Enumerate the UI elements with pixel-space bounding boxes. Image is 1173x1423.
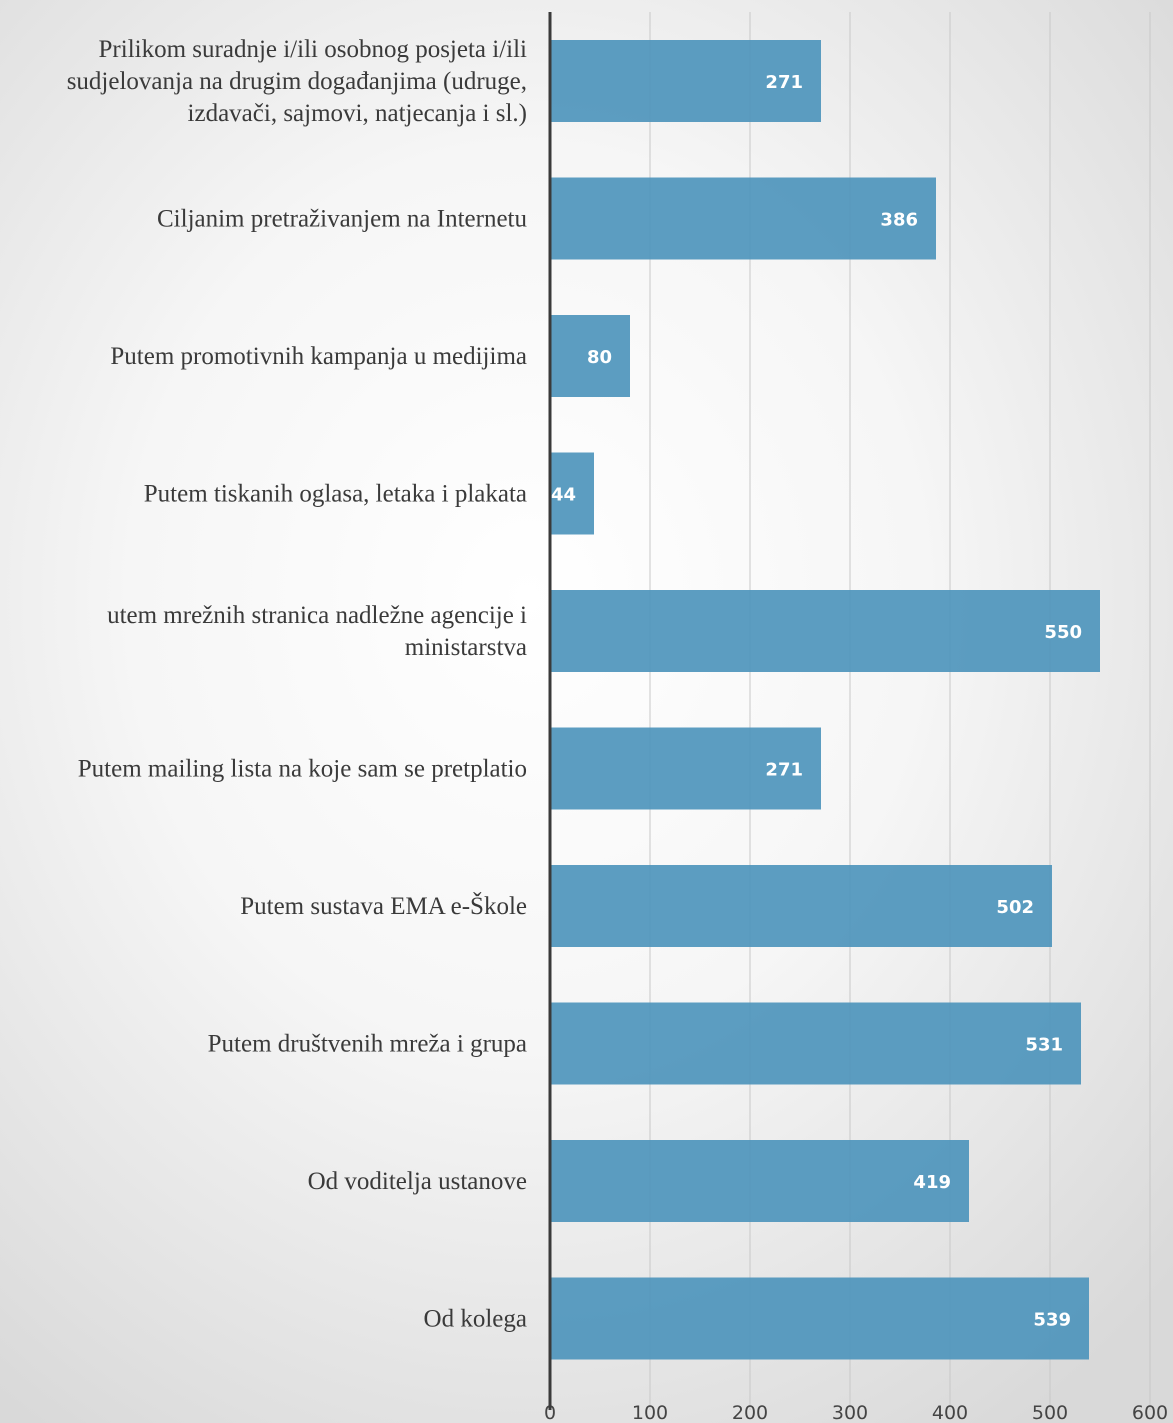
category-label-line: ministarstva xyxy=(405,634,527,661)
data-label: 271 xyxy=(765,760,803,781)
x-axis-tick-labels: 0 100 200 300 400 500 600 xyxy=(544,1402,1168,1423)
data-label: 80 xyxy=(587,347,612,368)
bar xyxy=(550,590,1100,672)
category-label: Ciljanim pretraživanjem na Internetu xyxy=(157,206,527,233)
bar xyxy=(550,315,630,397)
category-label: Od kolega xyxy=(424,1306,527,1333)
data-label: 386 xyxy=(880,210,918,231)
category-label: Putem sustava EMA e-Škole xyxy=(240,891,527,920)
bar xyxy=(550,177,936,260)
category-label-line: sudjelovanja na drugim događanjima (udru… xyxy=(67,68,527,95)
bar xyxy=(550,40,821,122)
bar xyxy=(550,727,821,810)
bar xyxy=(550,452,594,535)
category-label-line: utem mrežnih stranica nadležne agencije … xyxy=(107,602,527,629)
x-tick-label: 100 xyxy=(632,1402,668,1423)
category-label-line: Putem sustava EMA e-Škole xyxy=(240,891,527,920)
data-label: 531 xyxy=(1025,1035,1063,1056)
data-label: 271 xyxy=(765,72,803,93)
data-label: 550 xyxy=(1044,622,1082,643)
x-tick-label: 200 xyxy=(732,1402,768,1423)
x-tick-label: 600 xyxy=(1132,1402,1168,1423)
category-label: utem mrežnih stranica nadležne agencije … xyxy=(107,602,527,661)
category-label: Prilikom suradnje i/ili osobnog posjeta … xyxy=(67,36,527,127)
category-label-line: Putem društvenih mreža i grupa xyxy=(208,1031,527,1058)
category-label-line: Putem mailing lista na koje sam se pretp… xyxy=(78,756,527,783)
category-label-line: Putem tiskanih oglasa, letaka i plakata xyxy=(144,481,527,508)
category-label: Od voditelja ustanove xyxy=(308,1168,527,1195)
category-label-line: Ciljanim pretraživanjem na Internetu xyxy=(157,206,527,233)
x-tick-label: 500 xyxy=(1032,1402,1068,1423)
bar xyxy=(550,1140,969,1222)
category-labels: Prilikom suradnje i/ili osobnog posjeta … xyxy=(67,36,528,1333)
data-label: 44 xyxy=(551,485,576,506)
category-label: Putem društvenih mreža i grupa xyxy=(208,1031,527,1058)
category-label: Putem tiskanih oglasa, letaka i plakata xyxy=(144,481,527,508)
x-tick-label: 400 xyxy=(932,1402,968,1423)
category-label-line: Od kolega xyxy=(424,1306,527,1333)
category-label: Putem promotivnih kampanja u medijima xyxy=(110,343,527,370)
data-label: 419 xyxy=(913,1172,951,1193)
category-label-line: Prilikom suradnje i/ili osobnog posjeta … xyxy=(99,36,528,63)
bar xyxy=(550,1002,1081,1085)
bar xyxy=(550,1277,1089,1360)
x-tick-label: 300 xyxy=(832,1402,868,1423)
data-label: 502 xyxy=(996,897,1034,918)
category-label-line: Od voditelja ustanove xyxy=(308,1168,527,1195)
category-label-line: izdavači, sajmovi, natjecanja i sl.) xyxy=(188,100,527,127)
bars: 271 386 80 44 550 271 502 531 419 539 xyxy=(550,40,1100,1360)
bar xyxy=(550,865,1052,947)
category-label: Putem mailing lista na koje sam se pretp… xyxy=(78,756,527,783)
category-label-line: Putem promotivnih kampanja u medijima xyxy=(110,343,527,370)
data-label: 539 xyxy=(1033,1310,1071,1331)
x-tick-label: 0 xyxy=(544,1402,556,1423)
